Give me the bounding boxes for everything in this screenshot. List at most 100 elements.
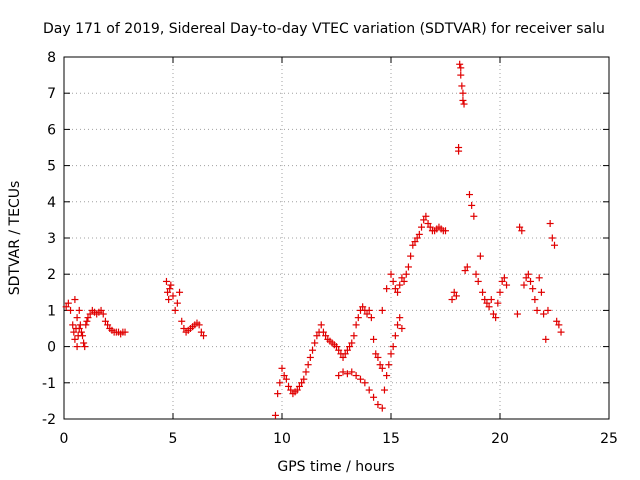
data-point <box>489 310 497 318</box>
data-point <box>370 335 378 343</box>
y-tick-label: 4 <box>47 195 56 211</box>
data-point <box>317 321 325 329</box>
data-point <box>492 314 500 322</box>
data-point <box>411 238 419 246</box>
data-point <box>459 89 467 97</box>
data-point <box>540 310 548 318</box>
data-point <box>359 303 367 311</box>
data-point <box>343 346 351 354</box>
data-point <box>524 270 532 278</box>
y-tick-label: -2 <box>42 412 56 428</box>
y-tick-label: 8 <box>47 50 56 66</box>
data-point <box>531 296 539 304</box>
data-point <box>374 401 382 409</box>
data-point <box>365 386 373 394</box>
data-point <box>494 299 502 307</box>
y-tick-label: 6 <box>47 122 56 138</box>
data-point <box>197 328 205 336</box>
data-point <box>383 372 391 380</box>
data-point <box>71 335 79 343</box>
data-point <box>398 274 406 282</box>
data-point <box>341 350 349 358</box>
data-point <box>448 296 456 304</box>
data-point <box>520 281 528 289</box>
data-point <box>413 234 421 242</box>
data-point <box>465 191 473 199</box>
x-tick-label: 20 <box>491 431 509 447</box>
data-point <box>533 306 541 314</box>
y-tick-label: 0 <box>47 340 56 356</box>
data-point <box>86 310 94 318</box>
y-tick-label: 7 <box>47 86 56 102</box>
data-point <box>365 306 373 314</box>
data-point <box>376 361 384 369</box>
y-tick-labels: -2 -1 0 1 2 3 4 5 6 7 8 <box>42 50 56 428</box>
data-point <box>394 288 402 296</box>
data-point <box>420 216 428 224</box>
data-point <box>553 317 561 325</box>
data-point <box>300 375 308 383</box>
data-point <box>352 372 360 380</box>
data-point <box>339 353 347 361</box>
data-point <box>385 361 393 369</box>
x-tick-label: 5 <box>169 431 178 447</box>
data-point <box>278 364 286 372</box>
data-point <box>73 343 81 351</box>
data-point <box>176 288 184 296</box>
data-point <box>282 375 290 383</box>
data-point <box>378 404 386 412</box>
data-point <box>81 343 89 351</box>
data-point <box>101 317 109 325</box>
data-point <box>498 277 506 285</box>
data-point <box>418 223 426 231</box>
data-point <box>367 314 375 322</box>
y-tick-label: -1 <box>42 376 56 392</box>
data-point <box>487 296 495 304</box>
data-point <box>516 223 524 231</box>
y-tick-label: 2 <box>47 267 56 283</box>
data-point <box>200 332 208 340</box>
data-point <box>380 386 388 394</box>
data-point <box>104 321 112 329</box>
data-point <box>180 325 188 332</box>
data-point <box>293 386 301 394</box>
data-point <box>363 310 371 318</box>
data-point <box>457 64 465 72</box>
y-tick-label: 1 <box>47 303 56 319</box>
data-point <box>500 274 508 282</box>
x-tick-label: 15 <box>382 431 400 447</box>
data-point <box>457 71 465 79</box>
data-point <box>84 314 92 322</box>
data-point <box>391 285 399 293</box>
data-point <box>339 368 347 376</box>
data-point <box>496 288 504 296</box>
data-point <box>452 292 460 300</box>
data-point <box>70 328 78 336</box>
data-point <box>463 263 471 271</box>
data-point <box>546 220 554 228</box>
x-tick-label: 10 <box>273 431 291 447</box>
data-point <box>396 281 404 289</box>
data-point <box>372 350 380 358</box>
data-point <box>178 317 186 325</box>
data-point <box>537 288 545 296</box>
data-point <box>409 241 417 249</box>
data-point <box>458 82 466 90</box>
data-point <box>415 230 423 238</box>
data-point <box>374 353 382 361</box>
data-point <box>166 285 174 293</box>
data-point <box>468 201 476 209</box>
data-point <box>64 299 72 307</box>
data-point <box>450 288 458 296</box>
y-axis-label: SDTVAR / TECUs <box>7 181 23 296</box>
data-point <box>169 292 177 300</box>
data-point <box>348 368 356 376</box>
data-points <box>62 60 565 419</box>
data-point <box>82 321 90 329</box>
data-point <box>335 346 343 354</box>
data-point <box>352 321 360 329</box>
data-point <box>346 343 354 351</box>
data-point <box>287 386 295 394</box>
data-point <box>503 281 511 289</box>
